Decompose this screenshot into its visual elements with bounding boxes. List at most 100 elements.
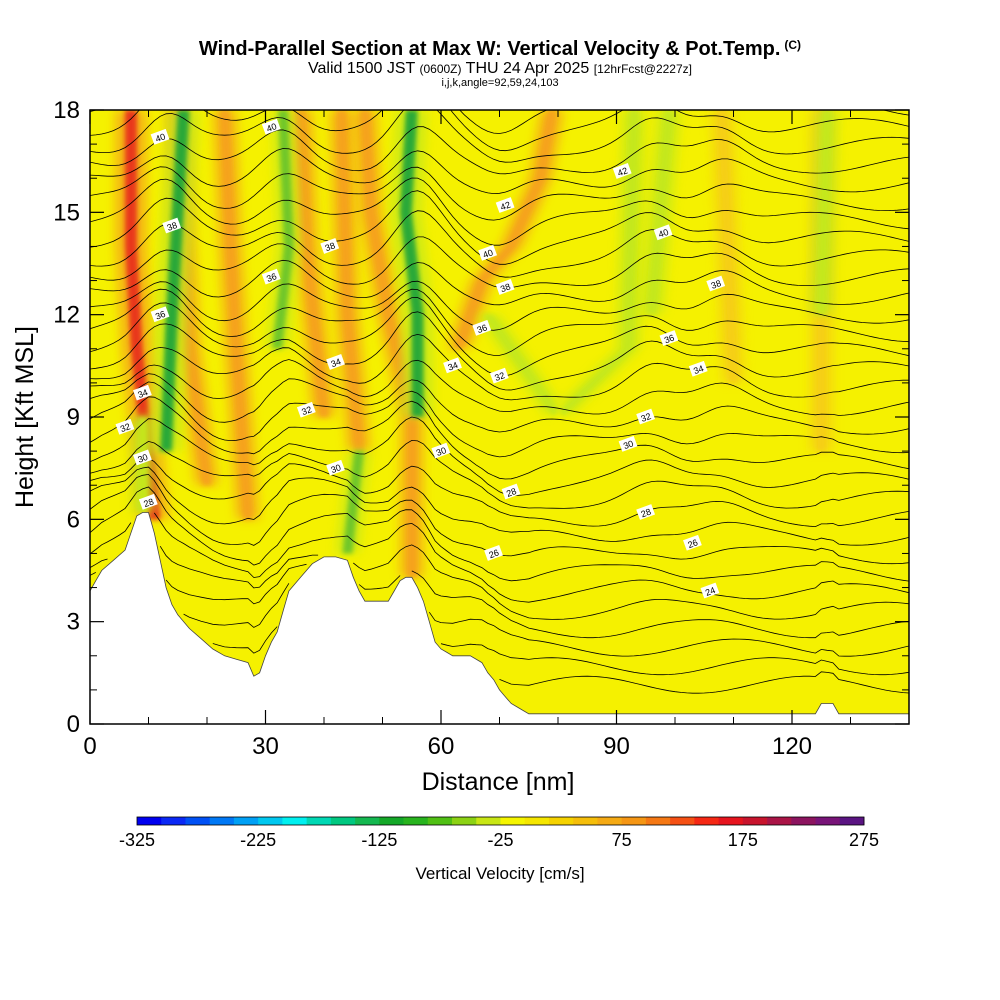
theta-contour-line <box>90 148 909 195</box>
contour-label-bg <box>612 163 632 179</box>
colorbar-tick-label: 275 <box>849 830 879 850</box>
contour-label: 34 <box>133 384 152 401</box>
downdraft-band <box>646 110 675 315</box>
chart-title: Wind-Parallel Section at Max W: Vertical… <box>0 38 1000 61</box>
contour-label: 38 <box>320 238 340 254</box>
contour-label-bg <box>636 504 656 520</box>
plot-area <box>90 110 909 724</box>
contour-label-bg <box>653 224 673 241</box>
contour-label: 26 <box>683 534 702 551</box>
colorbar-swatch <box>161 817 186 825</box>
x-tick-label: 30 <box>252 733 279 760</box>
theta-contour-line <box>90 381 909 458</box>
colorbar-swatch <box>767 817 792 825</box>
contour-label: 32 <box>115 418 135 435</box>
contour-label: 28 <box>636 504 656 520</box>
theta-contour-line <box>183 583 909 657</box>
colorbar-swatch <box>500 817 526 825</box>
y-tick-label: 18 <box>53 97 80 124</box>
contour-label-text: 38 <box>324 240 337 253</box>
downdraft-band <box>137 417 148 513</box>
colorbar-swatch <box>645 817 671 825</box>
contour-label-text: 30 <box>329 462 342 475</box>
contour-label-text: 42 <box>616 165 629 178</box>
colorbar-swatch <box>815 817 841 825</box>
updraft-band <box>716 110 739 383</box>
contour-label: 30 <box>326 459 345 476</box>
updraft-band <box>359 110 417 578</box>
contour-label-text: 40 <box>657 227 670 240</box>
contour-label-bg <box>138 493 158 510</box>
theta-contours <box>90 110 909 694</box>
theta-contour-line <box>212 626 909 676</box>
y-tick-label: 15 <box>53 199 80 226</box>
colorbar-tick-label: 175 <box>728 830 758 850</box>
theta-contour-line <box>90 280 909 331</box>
contour-label: 36 <box>472 319 492 336</box>
y-tick-label: 6 <box>67 506 80 533</box>
downdraft-band <box>160 110 190 452</box>
contour-label-bg <box>431 442 451 459</box>
colorbar-swatch <box>137 817 162 825</box>
contour-label-text: 36 <box>476 322 489 335</box>
contour-label: 42 <box>495 197 515 213</box>
contour-label-text: 30 <box>136 452 149 465</box>
theta-contour-line <box>90 259 909 306</box>
contour-label-bg <box>659 330 679 346</box>
colorbar-swatch <box>718 817 744 825</box>
grid-indices: i,j,k,angle=92,59,24,103 <box>441 77 559 89</box>
colorbar-swatch <box>258 817 283 825</box>
contour-label-text: 26 <box>487 547 500 560</box>
subtitle-utc: (0600Z) <box>419 62 462 76</box>
contour-label-text: 34 <box>329 356 342 369</box>
x-axis-label: Distance [nm] <box>422 768 575 796</box>
contour-label-text: 40 <box>265 121 278 134</box>
contour-label-bg <box>683 534 702 551</box>
colorbar-swatch <box>452 817 477 825</box>
theta-contour-line <box>90 563 909 639</box>
subtitle-valid: Valid 1500 JST <box>308 60 416 77</box>
x-tick-label: 90 <box>603 733 630 760</box>
contour-label: 34 <box>326 354 345 370</box>
colorbar-tick-label: -25 <box>487 830 513 850</box>
contour-label-text: 38 <box>166 220 179 233</box>
theta-contour-line <box>90 416 909 496</box>
updraft-band <box>124 110 161 520</box>
contour-label-text: 32 <box>119 421 132 434</box>
contour-label-bg <box>495 197 515 213</box>
vertical-velocity-bands <box>114 110 840 578</box>
chart-subtitle: Valid 1500 JST (0600Z) THU 24 Apr 2025 [… <box>0 60 1000 78</box>
theta-contour-line <box>90 210 909 278</box>
contour-label: 24 <box>700 582 720 599</box>
colorbar-swatch <box>524 817 550 825</box>
colorbar-swatch <box>839 817 865 825</box>
contour-label-bg <box>296 401 316 418</box>
contour-label-text: 36 <box>265 271 278 284</box>
y-tick-label: 0 <box>67 711 80 738</box>
contour-label-bg <box>618 435 638 452</box>
contour-label-bg <box>484 545 503 561</box>
contour-label-bg <box>133 384 152 401</box>
colorbar-swatch <box>282 817 308 825</box>
contour-label: 34 <box>443 357 462 374</box>
colorbar-swatch <box>670 817 695 825</box>
contour-label-bg <box>326 459 345 476</box>
contour-label: 38 <box>162 217 182 234</box>
contour-label: 32 <box>489 367 509 384</box>
contour-label-bg <box>700 582 720 599</box>
y-axis-label: Height [Kft MSL] <box>11 326 39 508</box>
theta-contour-line <box>90 190 909 265</box>
contour-label: 38 <box>706 275 726 292</box>
contour-label-bg <box>261 118 281 135</box>
updraft-band <box>453 110 558 349</box>
downdraft-band <box>816 110 833 315</box>
contour-label-bg <box>472 319 492 336</box>
contour-label-text: 32 <box>493 370 506 383</box>
subtitle-date: THU 24 Apr 2025 <box>465 60 590 77</box>
contour-label: 26 <box>484 545 503 561</box>
colorbar-swatch <box>403 817 429 825</box>
colorbar-swatch <box>573 817 598 825</box>
theta-contour-line <box>90 512 909 603</box>
